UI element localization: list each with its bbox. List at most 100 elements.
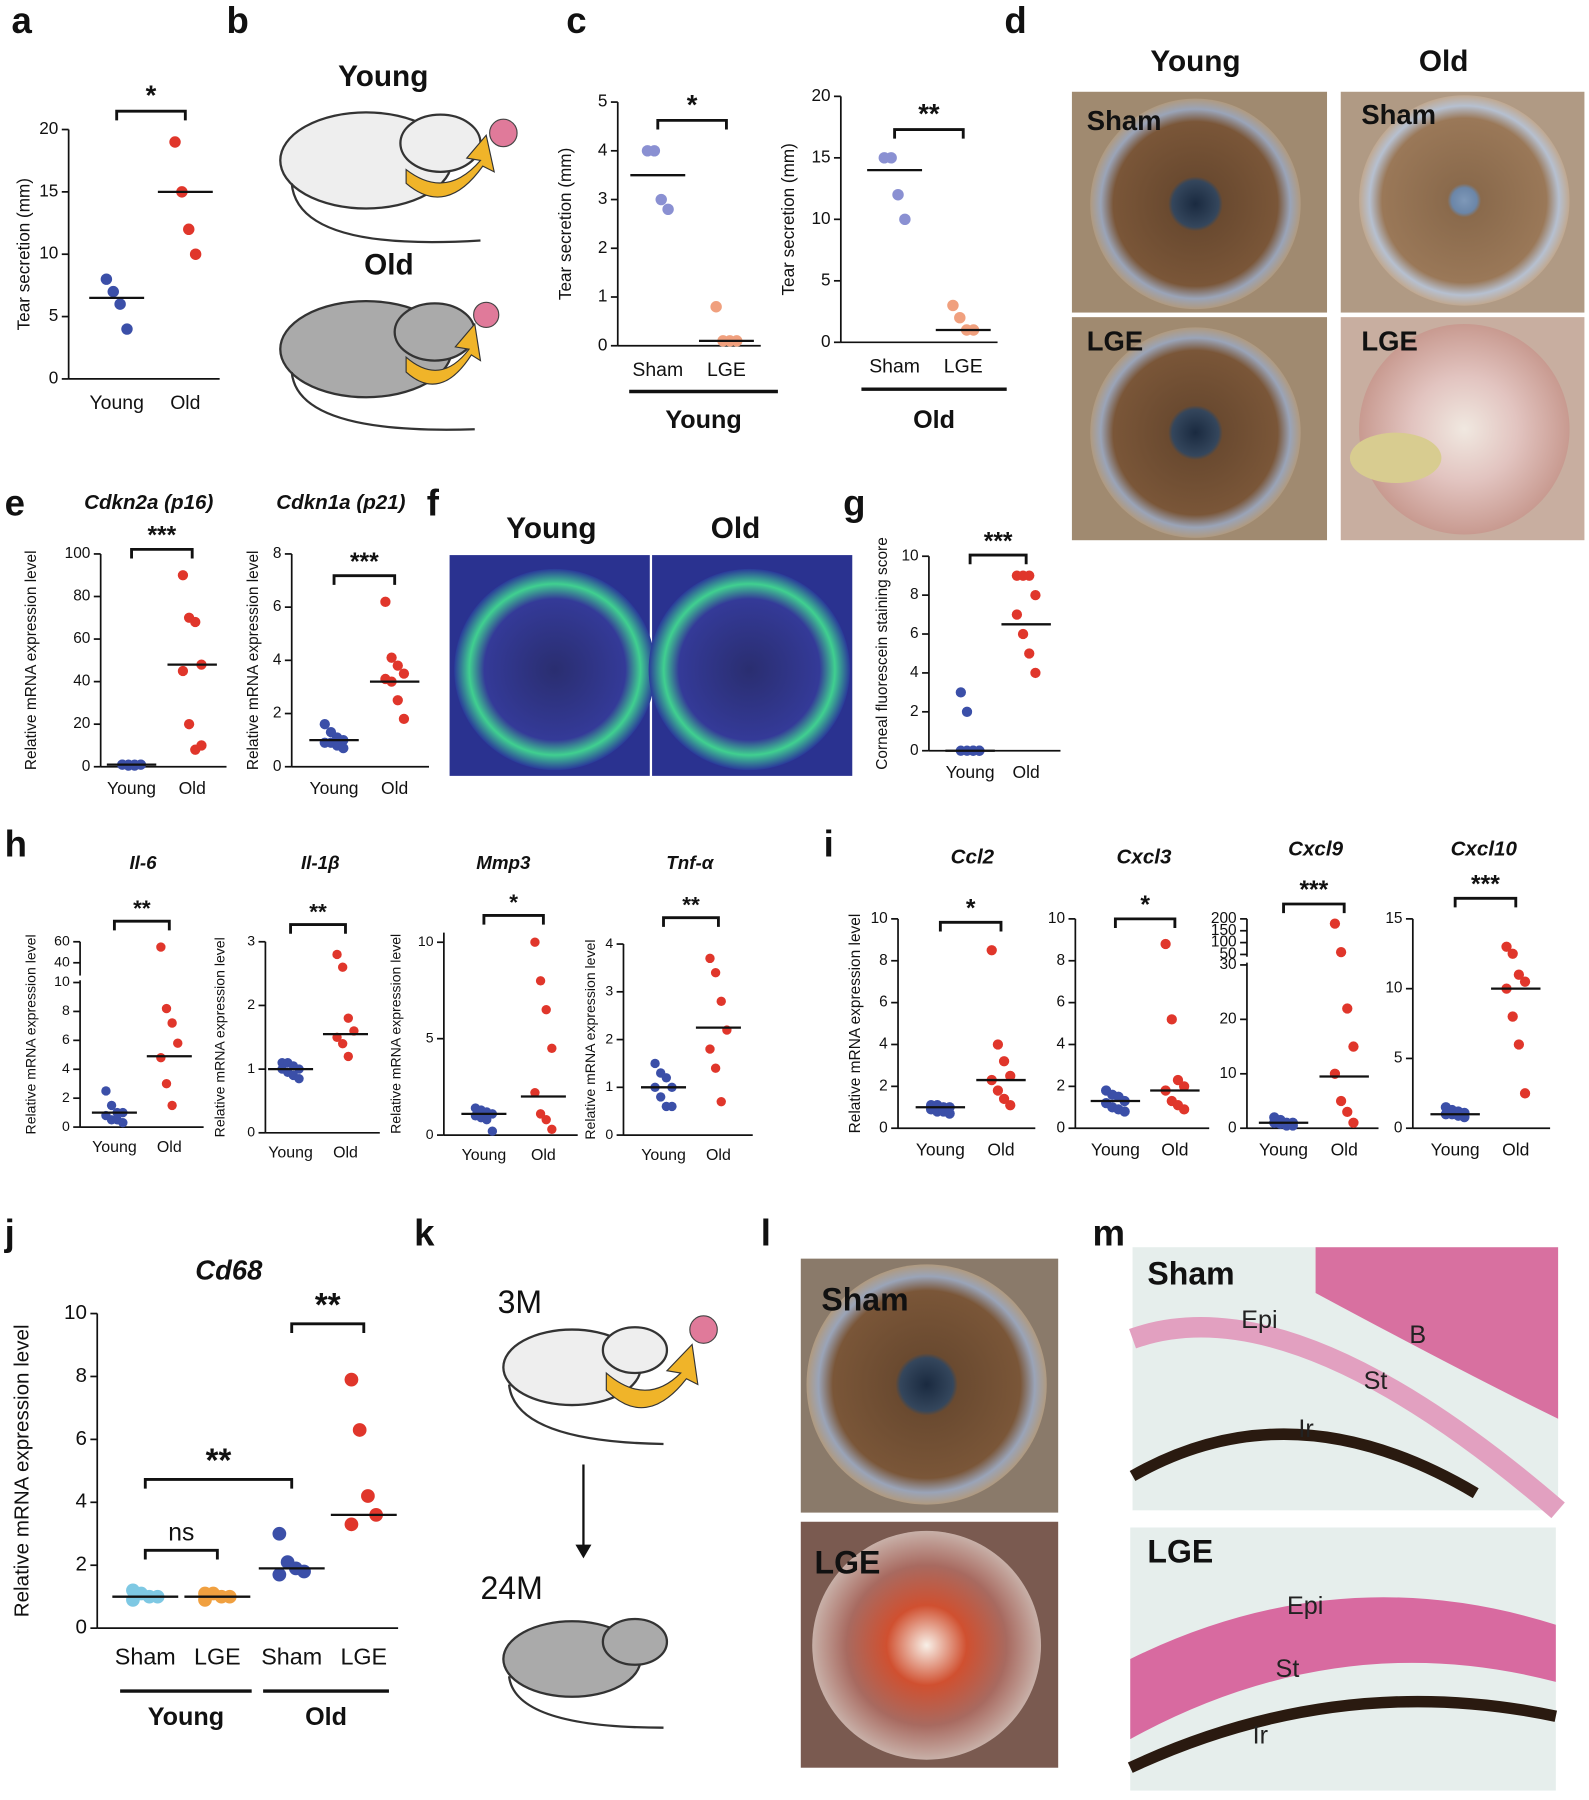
panel-letter: j — [4, 1212, 15, 1253]
bracket — [115, 109, 187, 121]
dot — [167, 1100, 177, 1111]
y-tick-label: 8 — [75, 1364, 86, 1387]
y-axis-label: Relative mRNA expression level — [582, 940, 598, 1140]
panel-letter: e — [5, 483, 25, 524]
dot — [1335, 946, 1347, 958]
y-tick-label: 2 — [598, 237, 608, 257]
dot — [297, 1564, 311, 1579]
dot — [183, 223, 195, 235]
chart-title: Cxcl10 — [1451, 838, 1518, 861]
bracket — [1453, 896, 1518, 908]
dot — [662, 203, 674, 216]
y-axis-label: Relative mRNA expression level — [10, 1324, 33, 1617]
dot — [319, 719, 330, 730]
annotation: St — [1276, 1655, 1300, 1683]
dot — [177, 665, 189, 677]
x-tick-label: Sham — [869, 356, 920, 378]
y-tick-label: 6 — [910, 625, 919, 642]
bracket — [332, 574, 397, 585]
dot — [1513, 1039, 1525, 1050]
y-tick-label: 0 — [1394, 1119, 1403, 1136]
y-tick-label: 0 — [605, 1126, 613, 1142]
panel-letter: a — [11, 0, 32, 41]
dot — [106, 1100, 117, 1111]
x-tick-label: Old — [170, 392, 200, 414]
dot — [1178, 1081, 1190, 1092]
panel-letter: d — [1004, 0, 1026, 41]
y-tick-label: 20 — [73, 715, 90, 732]
y-tick-label: 8 — [879, 952, 888, 969]
dot — [190, 616, 201, 628]
dot — [705, 953, 715, 964]
dot — [173, 1038, 183, 1048]
dot — [1348, 1041, 1359, 1052]
bracket — [112, 919, 171, 931]
x-tick-label: Sham — [115, 1644, 176, 1670]
bracket — [482, 914, 545, 925]
y-tick-label: 4 — [879, 1036, 888, 1053]
mouse-old — [279, 299, 500, 431]
x-tick-label: Young — [462, 1147, 507, 1164]
header: Young — [506, 512, 596, 545]
dot — [710, 968, 721, 978]
dot — [337, 1038, 348, 1049]
y-tick-label: 6 — [1056, 994, 1065, 1011]
dot — [1119, 1106, 1130, 1117]
header: Old — [711, 512, 761, 545]
x-tick-label: Old — [157, 1139, 182, 1156]
y-tick-label: 30 — [1219, 956, 1236, 973]
y-tick-label: 60 — [54, 932, 70, 948]
photo-label: LGE — [1147, 1533, 1213, 1569]
bracket — [130, 547, 194, 559]
y-tick-label: 80 — [73, 588, 90, 605]
eye — [1090, 98, 1301, 310]
label: Old — [364, 249, 414, 282]
tissue — [1315, 1247, 1559, 1419]
y-tick-label: 2 — [910, 703, 919, 720]
x-tick-label: Old — [179, 778, 206, 798]
chart-title: Il-6 — [129, 852, 157, 873]
y-tick-label: 5 — [821, 269, 831, 289]
bracket — [968, 553, 1028, 565]
y-tick-label: 4 — [598, 139, 608, 159]
dot — [1342, 1106, 1353, 1118]
annotation: Ir — [1253, 1721, 1268, 1749]
dot — [169, 136, 181, 148]
y-tick-label: 60 — [73, 630, 90, 647]
chart-title: Cdkn1a (p21) — [276, 491, 405, 514]
y-tick-label: 6 — [273, 598, 282, 615]
x-tick-label: Young — [89, 392, 143, 414]
header: Young — [1150, 45, 1240, 78]
dot — [344, 1517, 359, 1532]
y-tick-label: 10 — [54, 973, 70, 989]
dot — [114, 298, 126, 310]
y-tick-label: 40 — [54, 953, 70, 969]
significance: *** — [1471, 871, 1500, 898]
y-tick-label: 2 — [273, 705, 282, 722]
chart-title: Tnf-α — [666, 852, 714, 873]
annotation: Ir — [1298, 1415, 1313, 1443]
significance: * — [966, 895, 976, 922]
x-tick-label: Young — [310, 778, 359, 798]
annotation: Epi — [1287, 1592, 1323, 1620]
x-tick-label: Sham — [261, 1644, 322, 1670]
y-tick-label: 2 — [605, 1030, 613, 1046]
dot — [1513, 969, 1525, 980]
dot — [892, 189, 904, 201]
dot — [156, 1053, 166, 1063]
y-tick-label: 0 — [1228, 1119, 1237, 1136]
y-tick-label: 15 — [1385, 910, 1402, 927]
chart-title: Cxcl9 — [1288, 838, 1343, 861]
y-tick-label: 0 — [426, 1126, 434, 1142]
lesion — [1349, 432, 1442, 484]
dot — [343, 1013, 353, 1023]
significance: * — [687, 89, 698, 120]
y-tick-label: 10 — [1385, 980, 1402, 997]
dot — [1507, 948, 1518, 959]
significance: * — [146, 80, 157, 111]
dot — [547, 1124, 557, 1134]
y-tick-label: 8 — [910, 586, 919, 603]
dot — [1011, 609, 1023, 620]
y-tick-label: 1 — [605, 1078, 613, 1094]
chart-title: Il-1β — [301, 852, 340, 873]
